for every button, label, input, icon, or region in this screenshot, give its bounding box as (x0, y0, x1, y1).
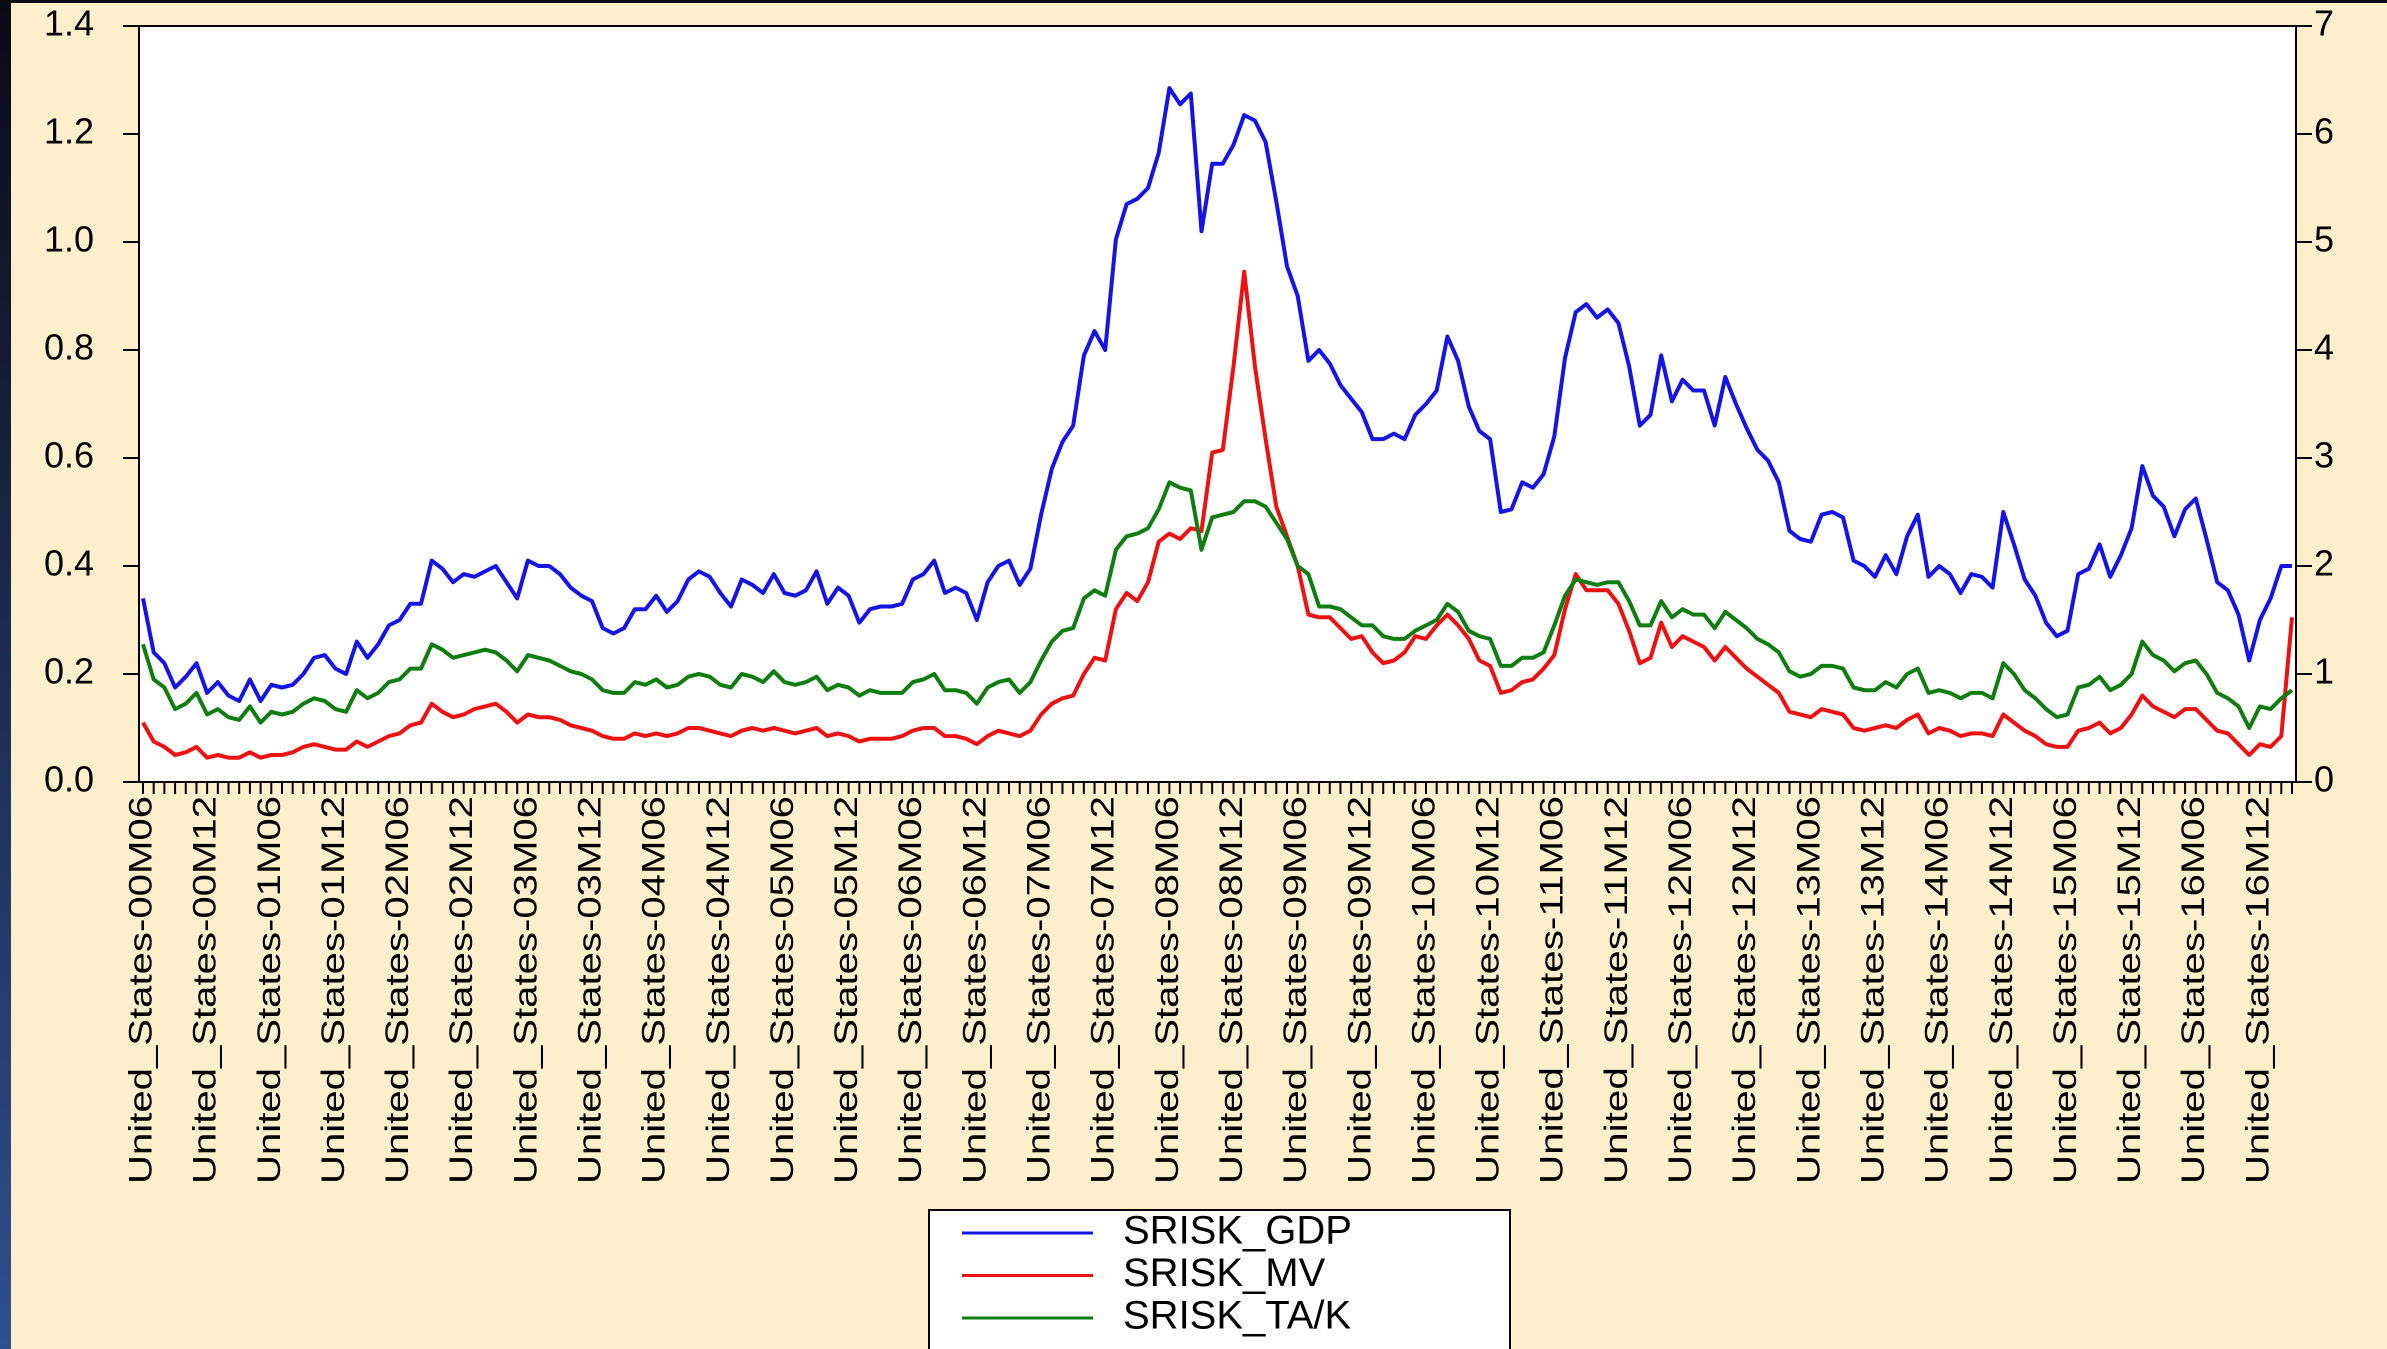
x-tick-label: United_States-06M06 (892, 796, 928, 1184)
y-tick-label: 0.2 (44, 651, 94, 692)
y2-tick-label: 7 (2314, 3, 2334, 44)
legend-label: SRISK_TA/K (1123, 1294, 1352, 1338)
y2-tick-label: 2 (2314, 543, 2334, 584)
x-tick-label: United_States-02M12 (443, 796, 479, 1184)
y2-tick-label: 4 (2314, 327, 2334, 368)
y2-tick-label: 0 (2314, 759, 2334, 800)
x-tick-label: United_States-16M12 (2239, 796, 2275, 1184)
x-tick-label: United_States-11M12 (1598, 796, 1634, 1184)
y-tick-label: 0.6 (44, 435, 94, 476)
y-tick-label: 1.0 (44, 219, 94, 260)
x-tick-label: United_States-09M12 (1341, 796, 1377, 1184)
slide-edge-top (0, 0, 2387, 3)
y-tick-label: 0.0 (44, 759, 94, 800)
series-line (141, 269, 2294, 760)
x-tick-label: United_States-06M12 (956, 796, 992, 1184)
x-tick-label: United_States-13M12 (1854, 796, 1890, 1184)
x-tick-label: United_States-01M12 (315, 796, 351, 1184)
y2-tick-label: 1 (2314, 651, 2334, 692)
x-tick-label: United_States-02M06 (379, 796, 415, 1184)
x-tick-label: United_States-15M06 (2047, 796, 2083, 1184)
legend-label: SRISK_MV (1123, 1251, 1326, 1295)
y-tick-label: 1.2 (44, 111, 94, 152)
y2-tick-label: 6 (2314, 111, 2334, 152)
x-tick-label: United_States-00M12 (187, 796, 223, 1184)
x-tick-label: United_States-05M06 (764, 796, 800, 1184)
plot-area (138, 25, 2297, 783)
x-tick-label: United_States-08M12 (1213, 796, 1249, 1184)
x-tick-label: United_States-16M06 (2175, 796, 2211, 1184)
series-line (141, 86, 2292, 703)
y-tick-label: 0.8 (44, 327, 94, 368)
x-tick-label: United_States-07M12 (1085, 796, 1121, 1184)
x-tick-label: United_States-11M06 (1534, 796, 1570, 1184)
y-tick-label: 0.4 (44, 543, 94, 584)
x-tick-label: United_States-05M12 (828, 796, 864, 1184)
x-tick-label: United_States-09M06 (1277, 796, 1313, 1184)
x-tick-label: United_States-14M12 (1983, 796, 2019, 1184)
x-tick-label: United_States-15M12 (2111, 796, 2147, 1184)
x-tick-label: United_States-12M06 (1662, 796, 1698, 1184)
x-tick-label: United_States-13M06 (1790, 796, 1826, 1184)
x-tick-label: United_States-12M12 (1726, 796, 1762, 1184)
y2-tick-label: 3 (2314, 435, 2334, 476)
x-tick-label: United_States-10M12 (1470, 796, 1506, 1184)
x-tick-label: United_States-04M06 (636, 796, 672, 1184)
x-tick-label: United_States-03M12 (571, 796, 607, 1184)
x-tick-label: United_States-14M06 (1919, 796, 1955, 1184)
slide-edge (0, 0, 11, 1349)
legend-label: SRISK_GDP (1123, 1209, 1352, 1253)
y-tick-label: 1.4 (44, 3, 94, 44)
series-line (141, 480, 2294, 730)
x-tick-label: United_States-04M12 (700, 796, 736, 1184)
x-tick-label: United_States-00M06 (122, 796, 158, 1184)
x-tick-label: United_States-01M06 (251, 796, 287, 1184)
y2-tick-label: 5 (2314, 219, 2334, 260)
x-tick-label: United_States-08M06 (1149, 796, 1185, 1184)
x-tick-label: United_States-03M06 (507, 796, 543, 1184)
x-tick-label: United_States-10M06 (1405, 796, 1441, 1184)
x-tick-label: United_States-07M06 (1021, 796, 1057, 1184)
